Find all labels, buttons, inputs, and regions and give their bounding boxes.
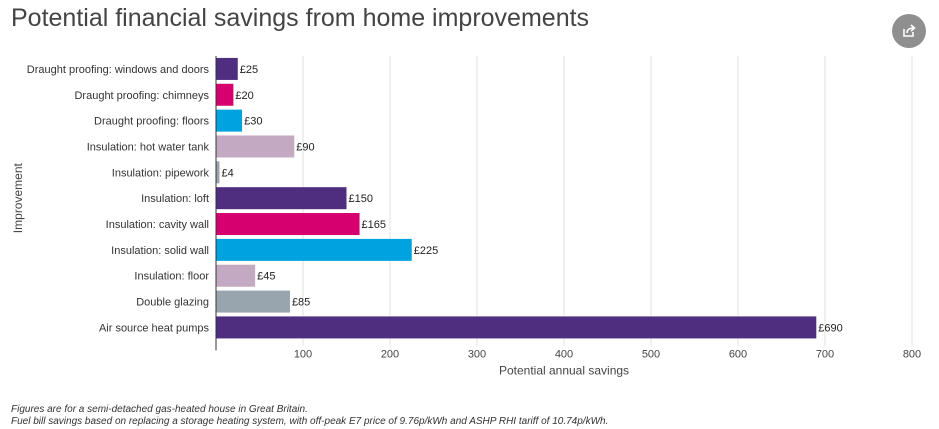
bar-chart: Draught proofing: windows and doors Draug… — [11, 56, 921, 377]
value-label: £90 — [296, 141, 314, 153]
bar[interactable] — [216, 238, 412, 261]
category-label: Draught proofing: windows and doors — [27, 64, 210, 76]
value-label: £690 — [818, 322, 842, 334]
bar[interactable] — [216, 213, 360, 236]
bar[interactable] — [216, 316, 817, 339]
y-axis-title: Improvement — [11, 162, 25, 233]
value-label: £165 — [362, 219, 386, 231]
category-label: Insulation: solid wall — [111, 245, 209, 257]
footnotes: Figures are for a semi-detached gas-heat… — [11, 404, 608, 428]
value-label: £30 — [244, 116, 262, 128]
category-label: Insulation: loft — [141, 193, 209, 205]
x-axis-ticks: 100 200 300 400 500 600 700 800 — [294, 348, 921, 360]
value-label: £225 — [414, 245, 438, 257]
x-tick-label: 500 — [642, 348, 660, 360]
value-labels: £25 £20 £30 £90 £4 £150 £165 £225 £45 £85 £690 — [221, 64, 842, 334]
chart-title: Potential financial savings from home im… — [11, 4, 590, 32]
footnote-1: Figures are for a semi-detached gas-heat… — [11, 404, 308, 415]
bar[interactable] — [216, 290, 290, 313]
category-label: Insulation: hot water tank — [87, 141, 210, 153]
x-tick-label: 200 — [381, 348, 399, 360]
category-label: Insulation: cavity wall — [106, 219, 209, 231]
category-label: Air source heat pumps — [99, 322, 210, 334]
x-axis-title: Potential annual savings — [499, 363, 629, 377]
share-icon — [903, 24, 916, 37]
bar[interactable] — [216, 135, 295, 158]
value-label: £4 — [221, 167, 233, 179]
category-labels: Draught proofing: windows and doors Draug… — [27, 64, 210, 334]
value-label: £85 — [292, 297, 310, 309]
x-tick-label: 700 — [816, 348, 834, 360]
value-label: £20 — [235, 90, 253, 102]
bar[interactable] — [216, 83, 234, 106]
bar[interactable] — [216, 161, 220, 184]
category-label: Insulation: pipework — [112, 167, 210, 179]
grid-lines — [302, 56, 913, 347]
x-tick-label: 600 — [729, 348, 747, 360]
category-label: Draught proofing: floors — [94, 116, 209, 128]
value-label: £25 — [240, 64, 258, 76]
share-button[interactable] — [892, 14, 926, 48]
value-label: £45 — [257, 271, 275, 283]
x-tick-label: 300 — [468, 348, 486, 360]
bars — [216, 57, 817, 339]
category-label: Draught proofing: chimneys — [74, 90, 209, 102]
value-label: £150 — [349, 193, 373, 205]
bar[interactable] — [216, 264, 256, 287]
bar[interactable] — [216, 57, 238, 80]
category-label: Double glazing — [136, 297, 209, 309]
footnote-2: Fuel bill savings based on replacing a s… — [11, 416, 609, 427]
category-label: Insulation: floor — [134, 271, 209, 283]
x-tick-label: 800 — [903, 348, 921, 360]
x-tick-label: 100 — [294, 348, 312, 360]
bar[interactable] — [216, 187, 347, 210]
x-tick-label: 400 — [555, 348, 573, 360]
bar[interactable] — [216, 109, 243, 132]
